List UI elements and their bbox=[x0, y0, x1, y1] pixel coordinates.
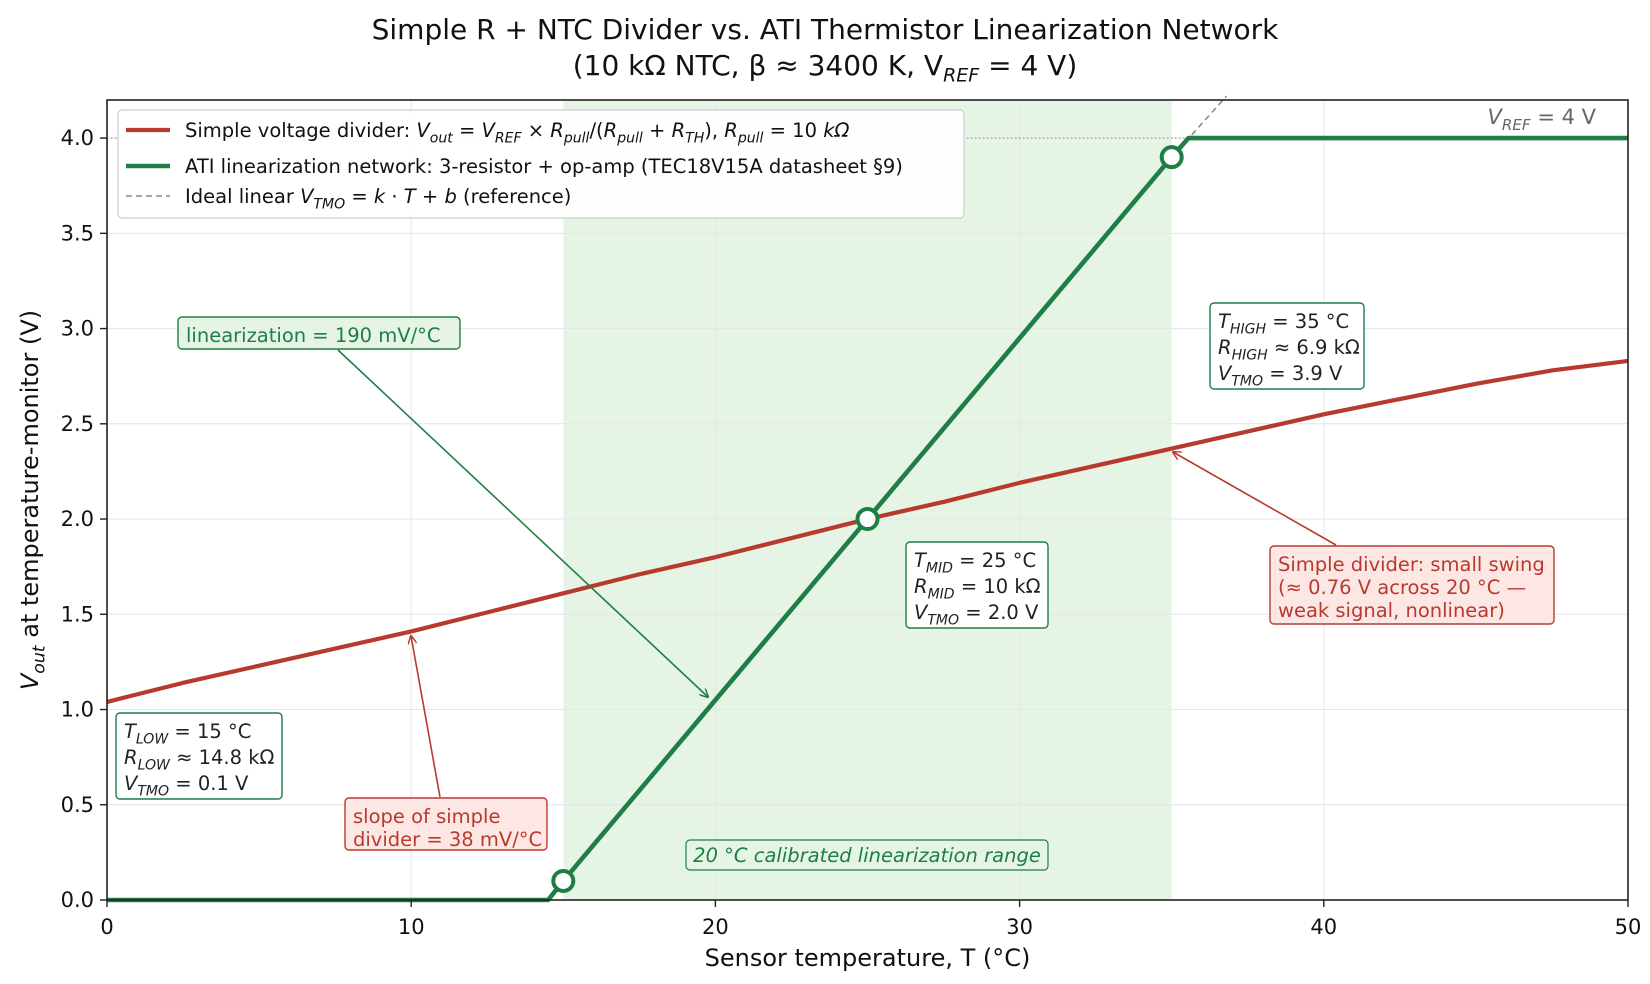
calibrated-range-label-frame bbox=[685, 839, 1049, 871]
linearization-arrow bbox=[337, 349, 708, 697]
linearization-label: linearization = 190 mV/°C bbox=[177, 316, 461, 350]
high-point-annotation-line: THIGH​ = 35 °C bbox=[1218, 310, 1349, 337]
mid-point-annotation-line: RMID​ = 10 kΩ bbox=[914, 575, 1041, 602]
chart-title-line2: (10 kΩ NTC, β ≈ 3400 K, VREF = 4 V) bbox=[572, 49, 1078, 87]
low-point-annotation-line: RLOW​ ≈ 14.8 kΩ bbox=[124, 746, 275, 773]
calibrated-range-label-text: 20 °C calibrated linearization range bbox=[693, 844, 1041, 867]
y-tick-label: 0.0 bbox=[61, 888, 94, 912]
simple-swing-label-line: (≈ 0.76 V across 20 °C — bbox=[1278, 576, 1526, 599]
calibrated-range-band bbox=[563, 100, 1172, 900]
calibration-point bbox=[855, 507, 880, 532]
calibrated-range-label: 20 °C calibrated linearization range bbox=[685, 839, 1049, 871]
y-axis-label: Vout​ at temperature-monitor (V) bbox=[16, 310, 50, 690]
mid-point-annotation-line: TMID​ = 25 °C bbox=[914, 549, 1036, 576]
slope-simple-label-line: divider = 38 mV/°C bbox=[353, 828, 542, 851]
vref-label: VREF​ = 4 V bbox=[1488, 105, 1597, 134]
x-tick-label: 10 bbox=[398, 915, 425, 939]
simple-swing-label-line: weak signal, nonlinear) bbox=[1278, 599, 1505, 622]
low-point-annotation-line: TLOW​ = 15 °C bbox=[124, 720, 251, 747]
simple-swing-arrow bbox=[1173, 452, 1337, 546]
y-tick-label: 3.5 bbox=[61, 221, 94, 245]
x-tick-label: 50 bbox=[1615, 915, 1642, 939]
legend-box bbox=[117, 109, 965, 219]
mid-point-annotation-line: VTMO​ = 2.0 V bbox=[914, 601, 1039, 628]
y-tick-label: 0.5 bbox=[61, 793, 94, 817]
high-point-annotation-line: RHIGH​ ≈ 6.9 kΩ bbox=[1218, 336, 1360, 363]
chart-title-line1: Simple R + NTC Divider vs. ATI Thermisto… bbox=[371, 13, 1279, 46]
legend-entry: Ideal linear VTMO​ = k · T + b (referenc… bbox=[185, 185, 571, 212]
y-tick-label: 2.0 bbox=[61, 507, 94, 531]
simple-swing-label: Simple divider: small swing(≈ 0.76 V acr… bbox=[1269, 545, 1555, 625]
y-tick-label: 4.0 bbox=[61, 126, 94, 150]
x-tick-label: 40 bbox=[1310, 915, 1337, 939]
x-tick-label: 30 bbox=[1006, 915, 1033, 939]
high-point-annotation-line: VTMO​ = 3.9 V bbox=[1218, 362, 1343, 389]
y-tick-label: 1.0 bbox=[61, 698, 94, 722]
low-point-annotation-line: VTMO​ = 0.1 V bbox=[124, 772, 249, 799]
slope-simple-label-line: slope of simple bbox=[353, 805, 500, 828]
calibration-point bbox=[551, 868, 576, 893]
slope-simple-label-frame bbox=[344, 797, 548, 851]
y-tick-label: 2.5 bbox=[61, 412, 94, 436]
chart-title: Simple R + NTC Divider vs. ATI Thermisto… bbox=[0, 12, 1650, 94]
mid-point-annotation-frame bbox=[905, 541, 1049, 629]
x-tick-label: 20 bbox=[702, 915, 729, 939]
legend: Simple voltage divider: Vout​ = VREF​ × … bbox=[117, 109, 965, 219]
legend-entry: ATI linearization network: 3-resistor + … bbox=[185, 155, 903, 178]
y-tick-label: 1.5 bbox=[61, 602, 94, 626]
y-axis-label-group: Vout​ at temperature-monitor (V) bbox=[16, 310, 50, 690]
x-axis-label: Sensor temperature, T (°C) bbox=[705, 944, 1031, 972]
plot-frame bbox=[106, 99, 1629, 901]
y-tick-label: 3.0 bbox=[61, 317, 94, 341]
slope-simple-arrow bbox=[411, 636, 441, 798]
linearization-label-frame bbox=[177, 316, 461, 350]
high-point-annotation-frame bbox=[1209, 302, 1365, 390]
x-tick-label: 0 bbox=[100, 915, 113, 939]
simple-swing-label-frame bbox=[1269, 545, 1555, 625]
simple-swing-label-line: Simple divider: small swing bbox=[1278, 553, 1545, 576]
linearization-label-line: linearization = 190 mV/°C bbox=[186, 324, 441, 347]
legend-entry: Simple voltage divider: Vout​ = VREF​ × … bbox=[185, 119, 849, 146]
calibration-point bbox=[1159, 145, 1184, 170]
low-point-annotation-frame bbox=[115, 712, 283, 800]
